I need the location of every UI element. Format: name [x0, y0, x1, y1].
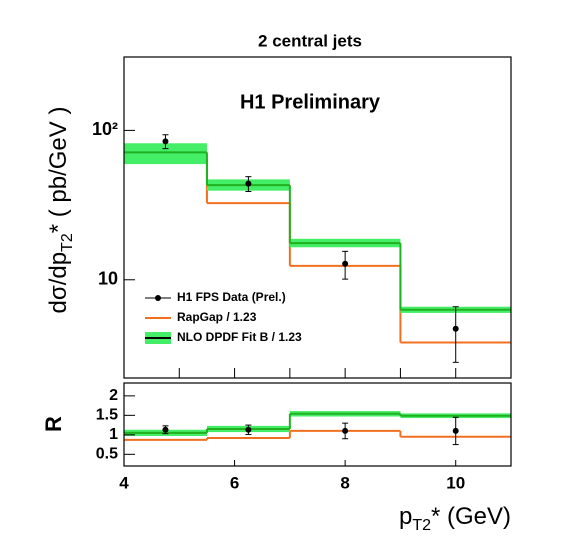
y-axis-label: dσ/dpT2* ( pb/GeV ): [45, 107, 76, 314]
x-tick-label: 10: [446, 473, 465, 492]
data-point: [162, 426, 169, 433]
data-point: [245, 426, 252, 433]
y-tick-label: 2: [109, 387, 118, 404]
y-tick-label: 0.5: [96, 446, 118, 463]
x-tick-label: 8: [340, 473, 349, 492]
legend-label: NLO DPDF Fit B / 1.23: [177, 330, 302, 344]
legend-label: RapGap / 1.23: [177, 310, 257, 324]
y-label-main: dσ/dp: [45, 252, 72, 314]
x-label-rest: * (GeV): [431, 503, 511, 530]
y-tick-label: 10: [98, 269, 118, 289]
x-tick-label: 6: [230, 473, 239, 492]
data-point: [245, 180, 252, 187]
plot-frame: [123, 382, 512, 467]
chart-title: 2 central jets: [258, 31, 362, 50]
legend-marker: [155, 295, 161, 301]
data-point: [342, 427, 349, 434]
x-label-sub: T2: [412, 517, 431, 534]
data-point: [342, 260, 349, 267]
legend-label: H1 FPS Data (Prel.): [177, 290, 286, 304]
x-tick-label: 4: [119, 473, 129, 492]
ratio-y-label: R: [41, 416, 66, 432]
data-point: [162, 138, 169, 145]
y-tick-label: 1.5: [96, 407, 118, 424]
plot-frame: [123, 56, 512, 379]
y-label-rest: * ( pb/GeV ): [45, 107, 72, 234]
uncertainty-band: [124, 143, 207, 165]
x-label-main: p: [399, 503, 412, 530]
annotation: H1 Preliminary: [240, 91, 381, 113]
x-axis-label: pT2* (GeV): [399, 503, 511, 534]
y-label-sub: T2: [59, 233, 76, 252]
y-tick-label: 1: [109, 426, 118, 443]
y-tick-label: 10²: [92, 119, 118, 139]
data-point: [452, 325, 459, 332]
data-point: [452, 427, 459, 434]
